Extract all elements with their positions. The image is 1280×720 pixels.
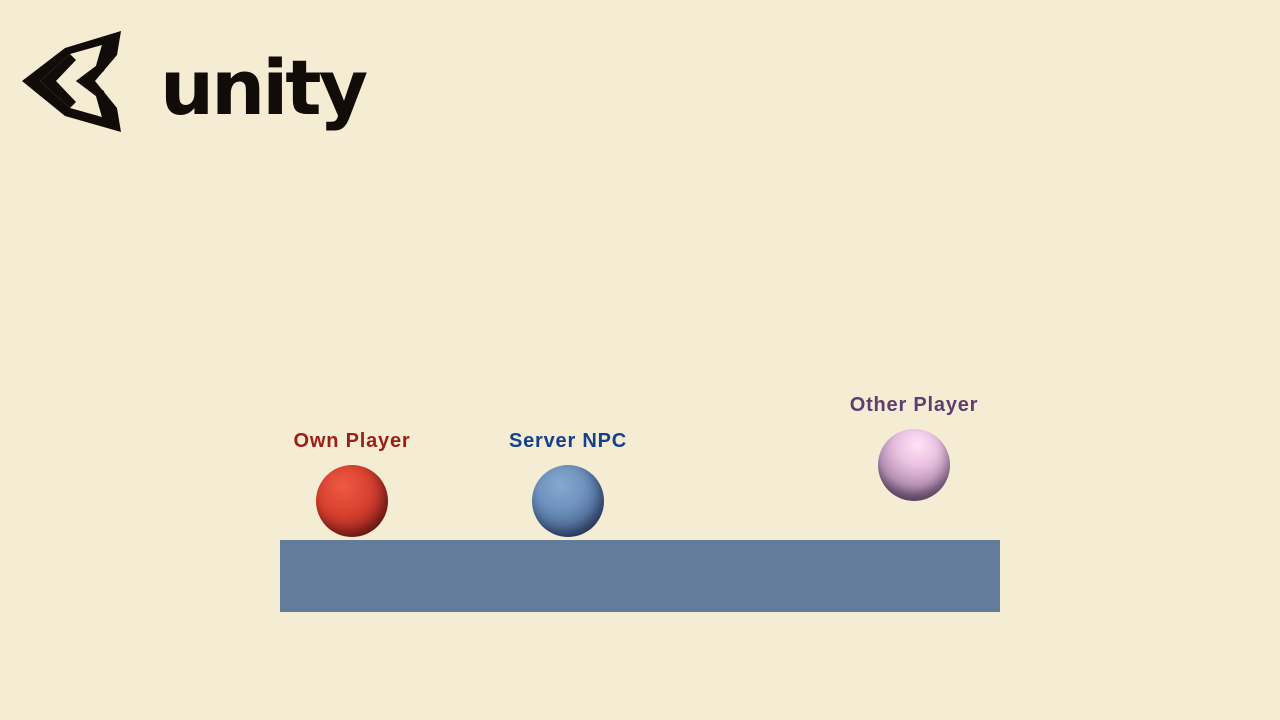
own-player-sphere[interactable] bbox=[316, 465, 388, 537]
ground-platform bbox=[280, 540, 1000, 612]
other-player-sphere[interactable] bbox=[878, 429, 950, 501]
unity-logo: unity bbox=[20, 28, 368, 138]
other-player[interactable]: Other Player bbox=[834, 393, 994, 513]
server-npc-label: Server NPC bbox=[508, 430, 628, 452]
server-npc[interactable]: Server NPC bbox=[488, 429, 648, 549]
unity-wordmark: unity bbox=[160, 43, 368, 132]
unity-cube-icon bbox=[22, 31, 121, 132]
server-npc-sphere[interactable] bbox=[532, 465, 604, 537]
own-player[interactable]: Own Player bbox=[272, 429, 432, 549]
other-player-label: Other Player bbox=[849, 394, 979, 416]
own-player-label: Own Player bbox=[293, 430, 411, 452]
